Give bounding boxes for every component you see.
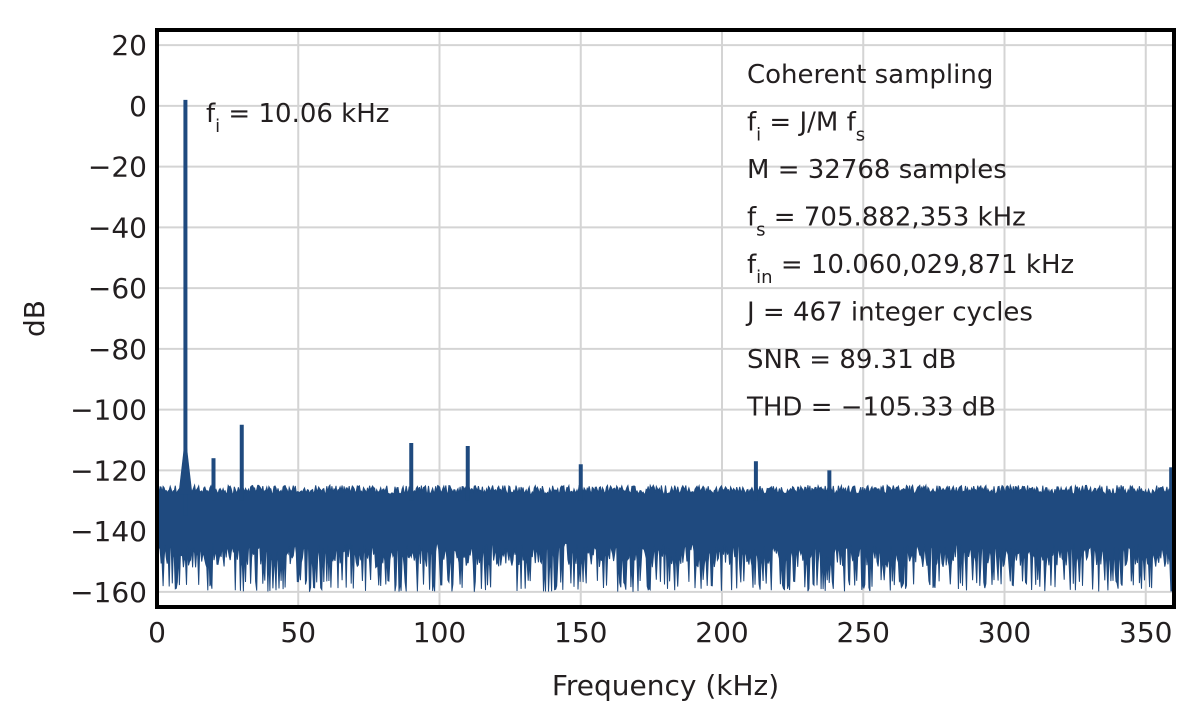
y-tick-label: −20 — [88, 151, 147, 184]
info-line: SNR = 89.31 dB — [747, 345, 956, 375]
info-line: fin = 10.060,029,871 kHz — [747, 250, 1074, 288]
y-tick-label: −120 — [70, 454, 147, 487]
x-tick-label: 350 — [1119, 616, 1172, 649]
info-line: J = 467 integer cycles — [745, 298, 1033, 328]
grid-lines — [157, 30, 1174, 607]
info-line: M = 32768 samples — [747, 155, 1007, 185]
x-axis-ticks: 0 50 100 150 200 250 300 350 — [148, 616, 1172, 649]
info-line: fs = 705.882,353 kHz — [747, 203, 1026, 241]
y-tick-label: −100 — [70, 394, 147, 427]
x-tick-label: 300 — [978, 616, 1031, 649]
y-tick-label: −160 — [70, 576, 147, 609]
y-tick-label: −60 — [88, 272, 147, 305]
info-annotation-box: Coherent sampling fi = J/M fs M = 32768 sa… — [745, 60, 1074, 423]
x-tick-label: 150 — [554, 616, 607, 649]
x-tick-label: 200 — [695, 616, 748, 649]
fundamental-annotation: fi = 10.06 kHz — [206, 99, 389, 137]
y-tick-label: 0 — [129, 90, 147, 123]
fundamental-label: fi = 10.06 kHz — [206, 99, 389, 137]
y-tick-label: 20 — [111, 29, 147, 62]
y-axis-ticks: 20 0 −20 −40 −60 −80 −100 −120 −140 −160 — [70, 29, 147, 609]
info-line: Coherent sampling — [747, 60, 993, 90]
y-axis-label: dB — [18, 300, 51, 337]
info-line: THD = −105.33 dB — [746, 393, 996, 423]
plot-frame — [155, 28, 1176, 609]
y-tick-label: −140 — [70, 515, 147, 548]
y-tick-label: −80 — [88, 333, 147, 366]
y-tick-label: −40 — [88, 211, 147, 244]
x-tick-label: 100 — [413, 616, 466, 649]
info-line: fi = J/M fs — [747, 108, 865, 146]
x-axis-label: Frequency (kHz) — [552, 669, 779, 702]
x-tick-label: 0 — [148, 616, 166, 649]
spectrum-series — [156, 99, 1175, 592]
x-tick-label: 250 — [837, 616, 890, 649]
x-tick-label: 50 — [280, 616, 316, 649]
